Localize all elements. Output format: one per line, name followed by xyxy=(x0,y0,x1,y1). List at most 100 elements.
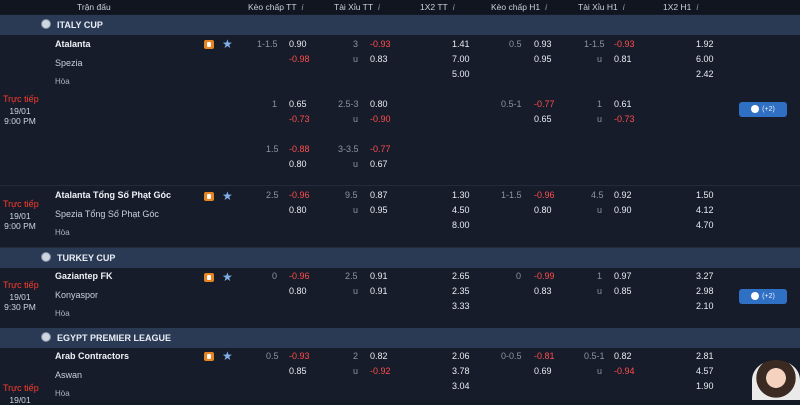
over-odds[interactable]: -0.77 xyxy=(370,144,391,154)
favorite-star-icon[interactable]: ★ xyxy=(222,37,233,51)
h1-hdp-away[interactable]: 0.65 xyxy=(534,114,552,124)
h1-under-odds[interactable]: 0.81 xyxy=(614,54,632,64)
live-tv-icon[interactable] xyxy=(204,352,214,361)
home-team[interactable]: Arab Contractors xyxy=(55,351,130,361)
home-team[interactable]: Atalanta Tổng Số Phạt Góc xyxy=(55,190,172,200)
h1-1x2-home[interactable]: 1.50 xyxy=(696,190,714,200)
h1-under-odds[interactable]: -0.73 xyxy=(614,114,635,124)
h1-under-odds[interactable]: 0.85 xyxy=(614,286,632,296)
hdp-home-odds[interactable]: -0.96 xyxy=(289,190,310,200)
under-odds[interactable]: 0.67 xyxy=(370,159,388,169)
h1-hdp-home[interactable]: -0.99 xyxy=(534,271,555,281)
h1-hdp-away[interactable]: 0.83 xyxy=(534,286,552,296)
under-odds[interactable]: 0.95 xyxy=(370,205,388,215)
info-icon[interactable]: i xyxy=(545,2,548,12)
h1-over-odds[interactable]: -0.93 xyxy=(614,39,635,49)
info-icon[interactable]: i xyxy=(622,2,625,12)
favorite-star-icon[interactable]: ★ xyxy=(222,270,233,284)
1x2-home[interactable]: 1.30 xyxy=(452,190,470,200)
h1-1x2-home[interactable]: 2.81 xyxy=(696,351,714,361)
h1-hdp-home[interactable]: -0.96 xyxy=(534,190,555,200)
h1-over-odds[interactable]: 0.61 xyxy=(614,99,632,109)
h1-under-odds[interactable]: -0.94 xyxy=(614,366,635,376)
live-status: Trực tiếp xyxy=(3,94,39,104)
football-icon xyxy=(41,332,51,342)
under-odds[interactable]: 0.91 xyxy=(370,286,388,296)
match-date: 19/01 xyxy=(9,106,31,116)
hdp-home-odds[interactable]: 0.90 xyxy=(289,39,307,49)
over-odds[interactable]: -0.93 xyxy=(370,39,391,49)
league-header-turkey-cup[interactable]: TURKEY CUP xyxy=(0,248,800,268)
h1-over-odds[interactable]: 0.92 xyxy=(614,190,632,200)
live-tv-icon[interactable] xyxy=(204,273,214,282)
h1-1x2-draw[interactable]: 2.10 xyxy=(696,301,714,311)
1x2-draw[interactable]: 3.33 xyxy=(452,301,470,311)
live-tv-icon[interactable] xyxy=(204,192,214,201)
h1-hdp-home[interactable]: -0.81 xyxy=(534,351,555,361)
1x2-away[interactable]: 3.78 xyxy=(452,366,470,376)
1x2-home[interactable]: 2.06 xyxy=(452,351,470,361)
h1-1x2-draw[interactable]: 4.70 xyxy=(696,220,714,230)
info-icon[interactable]: i xyxy=(696,2,699,12)
h1-1x2-away[interactable]: 4.12 xyxy=(696,205,714,215)
hdp-home-odds[interactable]: -0.96 xyxy=(289,271,310,281)
away-team[interactable]: Spezia Tổng Số Phạt Góc xyxy=(55,209,159,219)
1x2-away[interactable]: 7.00 xyxy=(452,54,470,64)
league-header-italy-cup[interactable]: ITALY CUP xyxy=(0,15,800,35)
hdp-home-odds[interactable]: 0.65 xyxy=(289,99,307,109)
h1-1x2-draw[interactable]: 2.42 xyxy=(696,69,714,79)
favorite-star-icon[interactable]: ★ xyxy=(222,189,233,203)
hdp-away-odds[interactable]: 0.85 xyxy=(289,366,307,376)
hdp-home-odds[interactable]: -0.93 xyxy=(289,351,310,361)
h1-1x2-away[interactable]: 4.57 xyxy=(696,366,714,376)
away-team[interactable]: Konyaspor xyxy=(55,290,99,300)
more-markets-button[interactable]: (+2) xyxy=(739,102,787,117)
hdp-away-odds[interactable]: -0.98 xyxy=(289,54,310,64)
home-team[interactable]: Atalanta xyxy=(55,39,91,49)
1x2-away[interactable]: 2.35 xyxy=(452,286,470,296)
1x2-draw[interactable]: 5.00 xyxy=(452,69,470,79)
h1-1x2-home[interactable]: 1.92 xyxy=(696,39,714,49)
hdp-home-odds[interactable]: -0.88 xyxy=(289,144,310,154)
more-markets-button[interactable]: (+2) xyxy=(739,289,787,304)
match-time: 9:30 PM xyxy=(4,302,36,312)
under-odds[interactable]: -0.92 xyxy=(370,366,391,376)
league-header-egypt-premier-league[interactable]: EGYPT PREMIER LEAGUE xyxy=(0,328,800,348)
h1-over-odds[interactable]: 0.97 xyxy=(614,271,632,281)
h1-hdp-home[interactable]: -0.77 xyxy=(534,99,555,109)
hdp-away-odds[interactable]: 0.80 xyxy=(289,159,307,169)
h1-hdp-away[interactable]: 0.69 xyxy=(534,366,552,376)
h1-over-odds[interactable]: 0.82 xyxy=(614,351,632,361)
1x2-draw[interactable]: 3.04 xyxy=(452,381,470,391)
info-icon[interactable]: i xyxy=(301,2,304,12)
1x2-away[interactable]: 4.50 xyxy=(452,205,470,215)
home-team[interactable]: Gaziantep FK xyxy=(55,271,113,281)
favorite-star-icon[interactable]: ★ xyxy=(222,349,233,363)
info-icon[interactable]: i xyxy=(452,2,455,12)
hdp-away-odds[interactable]: 0.80 xyxy=(289,205,307,215)
h1-1x2-away[interactable]: 6.00 xyxy=(696,54,714,64)
info-icon[interactable]: i xyxy=(378,2,380,12)
live-tv-icon[interactable] xyxy=(204,40,214,49)
support-agent-avatar[interactable] xyxy=(752,360,800,400)
hdp-away-odds[interactable]: 0.80 xyxy=(289,286,307,296)
over-odds[interactable]: 0.80 xyxy=(370,99,388,109)
1x2-home[interactable]: 2.65 xyxy=(452,271,470,281)
1x2-draw[interactable]: 8.00 xyxy=(452,220,470,230)
away-team[interactable]: Spezia xyxy=(55,58,83,68)
h1-hdp-home[interactable]: 0.93 xyxy=(534,39,552,49)
under-odds[interactable]: -0.90 xyxy=(370,114,391,124)
hdp-away-odds[interactable]: -0.73 xyxy=(289,114,310,124)
over-odds[interactable]: 0.87 xyxy=(370,190,388,200)
under-odds[interactable]: 0.83 xyxy=(370,54,388,64)
h1-1x2-home[interactable]: 3.27 xyxy=(696,271,714,281)
h1-hdp-away[interactable]: 0.80 xyxy=(534,205,552,215)
h1-hdp-away[interactable]: 0.95 xyxy=(534,54,552,64)
h1-1x2-draw[interactable]: 1.90 xyxy=(696,381,714,391)
over-odds[interactable]: 0.91 xyxy=(370,271,388,281)
over-odds[interactable]: 0.82 xyxy=(370,351,388,361)
h1-1x2-away[interactable]: 2.98 xyxy=(696,286,714,296)
1x2-home[interactable]: 1.41 xyxy=(452,39,470,49)
h1-under-odds[interactable]: 0.90 xyxy=(614,205,632,215)
away-team[interactable]: Aswan xyxy=(55,370,83,380)
